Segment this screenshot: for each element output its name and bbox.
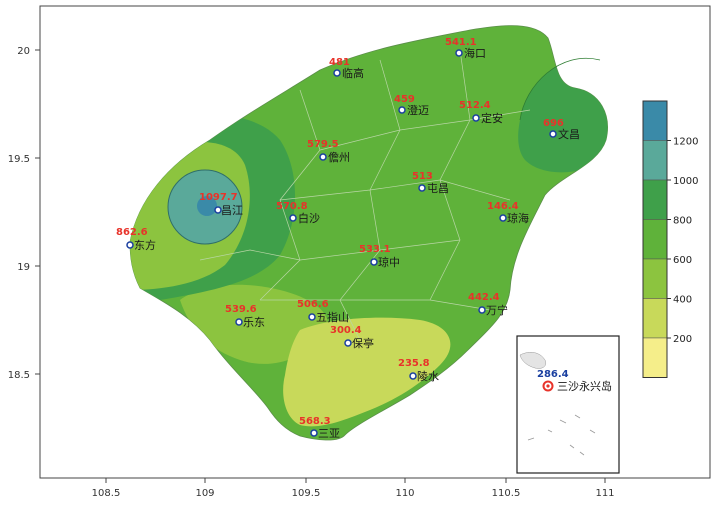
axes-frame — [39, 5, 711, 479]
inset-station-label: 三沙永兴岛 — [557, 379, 612, 393]
station-value: 481 — [329, 57, 350, 68]
station-marker — [319, 153, 327, 161]
station-name: 屯昌 — [427, 182, 449, 195]
colorbar-segment — [642, 337, 668, 378]
county-borders — [199, 49, 531, 341]
station-value: 579.5 — [307, 139, 339, 150]
station-value: 459 — [394, 94, 415, 105]
station-name: 三亚 — [318, 427, 340, 440]
station-marker — [472, 114, 480, 122]
station-value: 1097.7 — [199, 192, 238, 203]
station-name: 定安 — [481, 111, 503, 125]
y-tick-label: 19.5 — [8, 154, 30, 165]
x-tick-label: 108.5 — [92, 488, 121, 499]
station-value: 513 — [412, 171, 433, 182]
colorbar-segment — [642, 219, 668, 260]
colorbar-tick-label: 1200 — [673, 137, 698, 148]
colorbar-segment — [642, 140, 668, 181]
station-marker — [333, 69, 341, 77]
station-name: 白沙 — [298, 211, 320, 225]
colorbar-segment — [642, 298, 668, 339]
station-name: 澄迈 — [407, 103, 429, 117]
station-marker — [398, 106, 406, 114]
colorbar-frame — [642, 100, 668, 378]
station-value: 696 — [543, 118, 564, 129]
y-tick-label: 20 — [17, 46, 30, 57]
colorbar: 1200 1000 800 600 400 200 — [642, 100, 698, 378]
x-tick-label: 111 — [595, 488, 614, 499]
colorbar-segment — [642, 100, 668, 141]
inset-station-marker — [542, 380, 554, 392]
station-marker — [418, 184, 426, 192]
y-tick-label: 18.5 — [8, 370, 30, 381]
station-marker — [235, 318, 243, 326]
station-marker — [549, 130, 557, 138]
colorbar-tick-label: 600 — [673, 255, 692, 266]
station-value: 570.8 — [276, 201, 308, 212]
colorbar-segment — [642, 179, 668, 220]
inset-station-dot — [546, 384, 550, 388]
y-tick-label: 19 — [17, 262, 30, 273]
station-value: 442.4 — [468, 292, 500, 303]
station-value: 506.6 — [297, 299, 329, 310]
x-tick-label: 110.5 — [492, 488, 521, 499]
x-tick-label: 109.5 — [292, 488, 321, 499]
station-value: 533.1 — [359, 244, 391, 255]
station-name: 琼海 — [507, 211, 529, 225]
inset-station-value: 286.4 — [537, 369, 569, 380]
station-marker — [409, 372, 417, 380]
inset-map: 286.4 三沙永兴岛 — [516, 335, 620, 474]
station-name: 五指山 — [316, 310, 349, 324]
station-value: 568.3 — [299, 416, 331, 427]
station-marker — [214, 206, 222, 214]
zone-400-500-southwest — [180, 284, 328, 364]
contour-line-1000 — [167, 169, 243, 245]
x-tick-label: 110 — [395, 488, 414, 499]
station-value: 512.4 — [459, 100, 491, 111]
station-marker — [308, 313, 316, 321]
station-name: 万宁 — [486, 303, 508, 317]
station-value: 539.6 — [225, 304, 257, 315]
station-name: 文昌 — [558, 127, 580, 141]
station-marker — [455, 49, 463, 57]
x-axis: 108.5 109 109.5 110 110.5 111 — [92, 478, 615, 499]
zone-200-400-south — [283, 317, 451, 427]
inset-coast — [519, 352, 546, 369]
station-name: 琼中 — [378, 255, 400, 269]
station-marker — [370, 258, 378, 266]
colorbar-tick-label: 1000 — [673, 176, 698, 187]
colorbar-tick-label: 800 — [673, 216, 692, 227]
station-marker — [310, 429, 318, 437]
inset-reefs — [527, 414, 596, 456]
station-value: 235.8 — [398, 358, 430, 369]
station-name: 昌江 — [221, 204, 243, 217]
station-marker — [478, 306, 486, 314]
colorbar-segment — [642, 258, 668, 299]
station-name: 临高 — [342, 66, 364, 80]
station-marker — [126, 241, 134, 249]
station-marker — [289, 214, 297, 222]
station-value: 146.4 — [487, 201, 519, 212]
station-value: 300.4 — [330, 325, 362, 336]
contour-fills — [129, 25, 608, 441]
station-name: 儋州 — [328, 151, 350, 164]
station-marker — [499, 214, 507, 222]
station-name: 陵水 — [417, 370, 439, 383]
station-name: 乐东 — [243, 316, 265, 329]
contour-line-east — [519, 58, 601, 121]
colorbar-tick-label: 200 — [673, 334, 692, 345]
zone-above-1200-changjiang — [197, 196, 217, 216]
x-tick-label: 109 — [195, 488, 214, 499]
colorbar-tick-label: 400 — [673, 295, 692, 306]
station-name: 东方 — [134, 238, 156, 252]
y-axis: 20 19.5 19 18.5 — [8, 46, 40, 381]
station-value: 862.6 — [116, 227, 148, 238]
station-marker — [344, 339, 352, 347]
station-name: 海口 — [464, 46, 486, 60]
station-value: 541.1 — [445, 37, 477, 48]
station-name: 保亭 — [352, 336, 374, 350]
